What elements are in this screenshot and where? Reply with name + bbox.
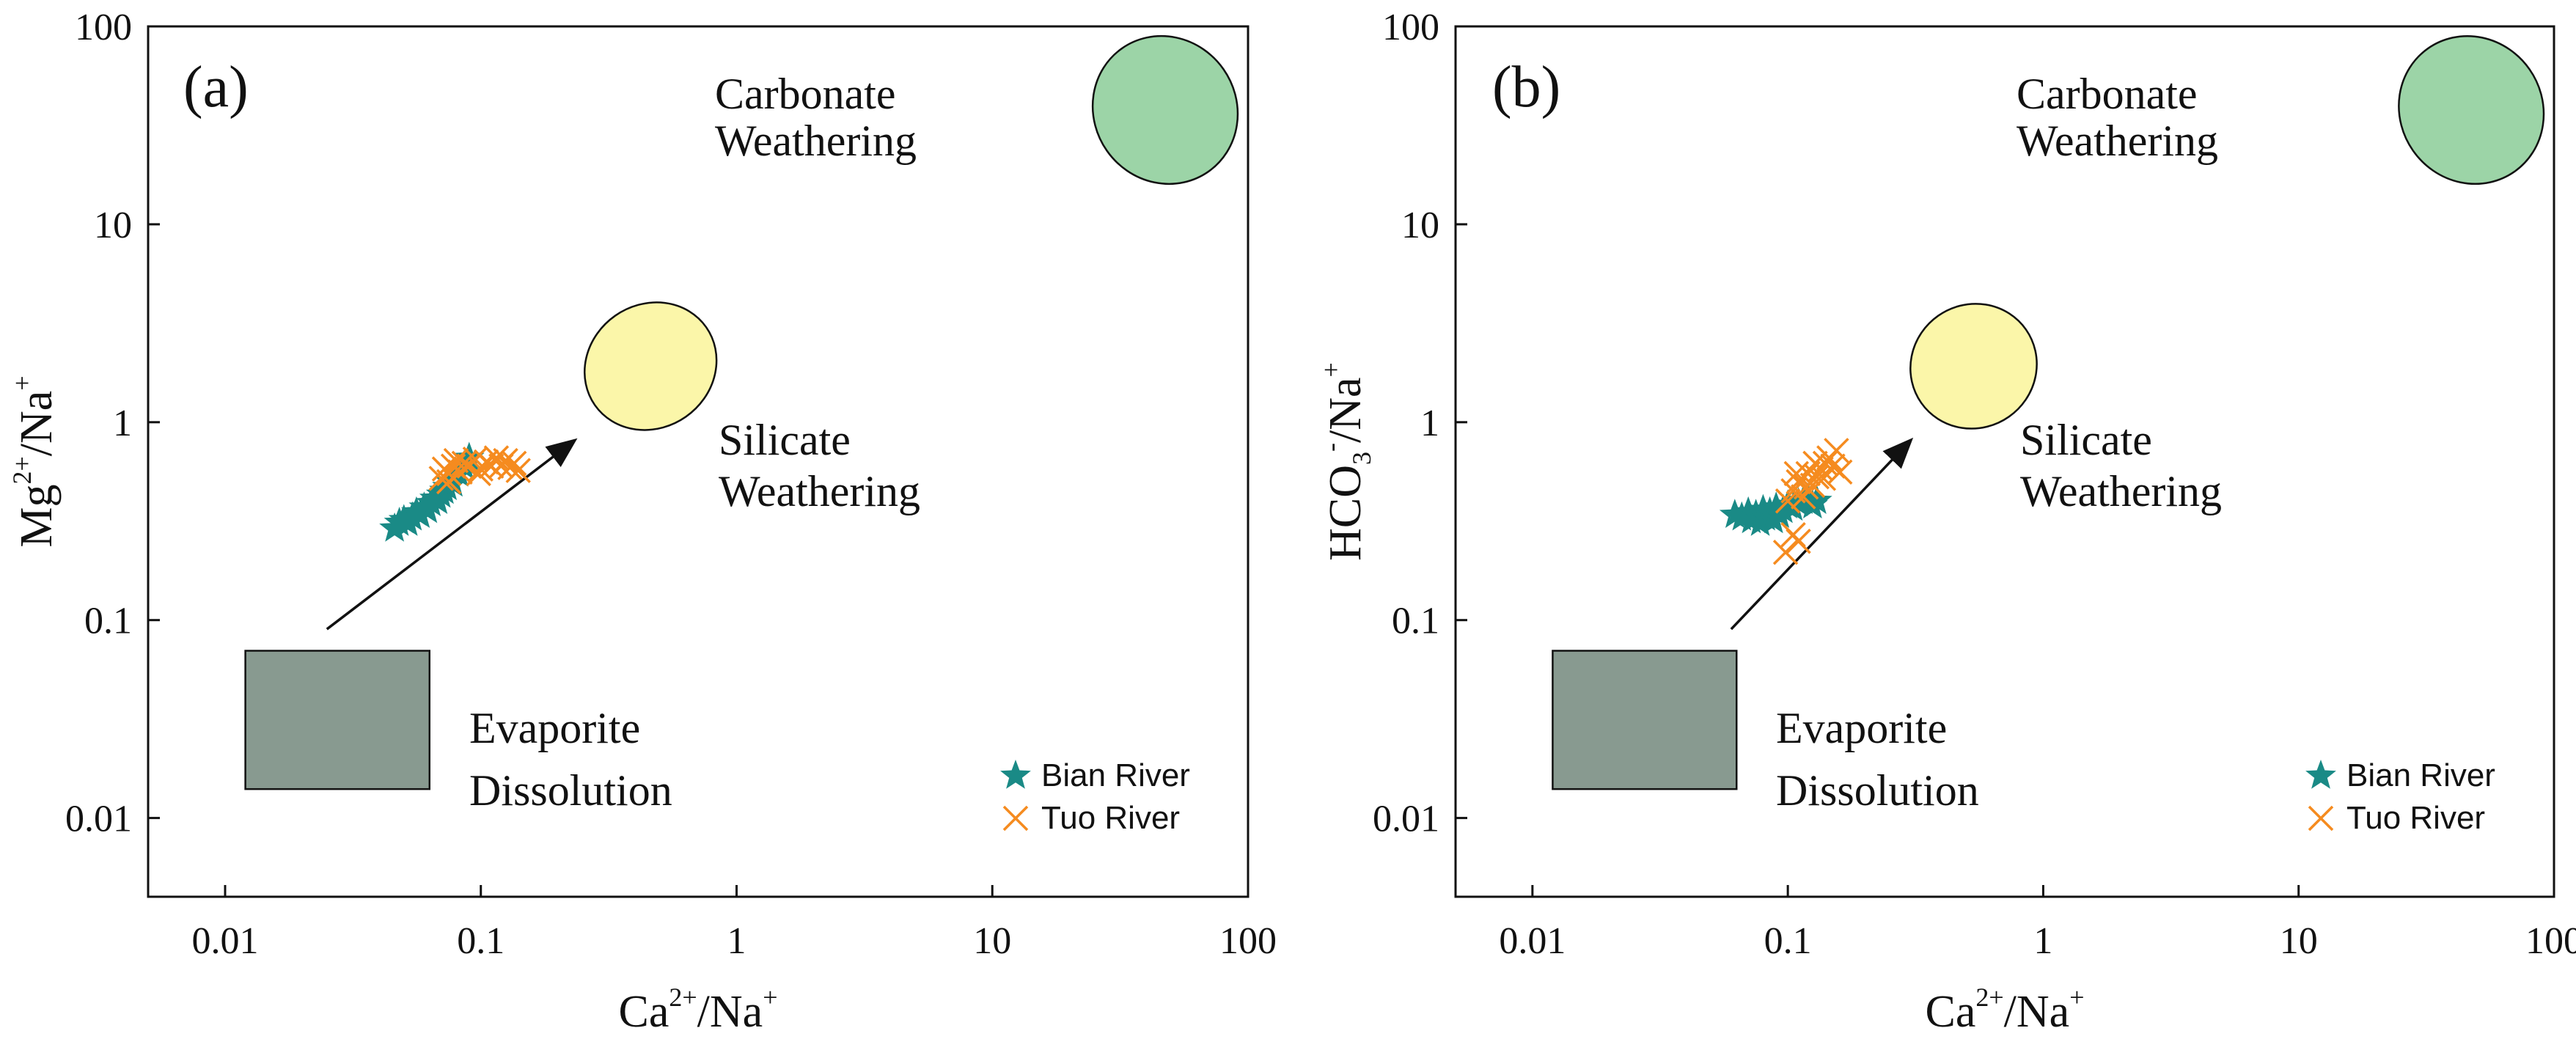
trend-arrow	[326, 438, 578, 631]
evaporite-dissolution-label-line-1: Evaporite	[469, 704, 640, 752]
plot-frame	[147, 25, 1250, 898]
legend: Bian River Tuo River	[1000, 757, 1190, 836]
y-tick-label: 0.1	[1392, 601, 1439, 642]
x-tick-label: 100	[2525, 920, 2576, 962]
x-tick-label: 0.1	[457, 920, 504, 962]
silicate-weathering-label-line-1: Silicate	[2020, 416, 2152, 464]
trend-arrow	[1730, 437, 1914, 631]
carbonate-weathering-region	[2398, 34, 2545, 186]
legend-entry: Bian River	[1041, 757, 1190, 793]
x-tick-label: 10	[973, 920, 1011, 962]
carbonate-weathering-label-line-1: Carbonate	[715, 70, 896, 118]
legend-star-icon	[2305, 760, 2336, 789]
panel-a: CarbonateWeatheringSilicateWeatheringEva…	[7, 7, 1277, 1037]
tuo-river-series	[428, 445, 531, 495]
tuo-river-point	[1824, 438, 1849, 463]
tuo-river-point	[501, 450, 527, 477]
y-tick-label: 10	[94, 205, 132, 246]
x-tick-label: 0.1	[1764, 920, 1812, 962]
x-tick-label: 1	[727, 920, 746, 962]
carbonate-weathering-label-line-1: Carbonate	[2017, 70, 2198, 118]
y-tick-label: 1	[1420, 403, 1439, 444]
legend-entry: Bian River	[2346, 757, 2495, 793]
tuo-river-series	[1772, 438, 1853, 565]
evaporite-dissolution-region	[1552, 650, 1738, 790]
tuo-river-point	[493, 447, 518, 474]
tuo-river-point	[1810, 466, 1837, 491]
silicate-weathering-region	[584, 301, 718, 431]
y-tick-label: 10	[1401, 205, 1439, 246]
x-tick-label: 0.01	[1499, 920, 1566, 962]
silicate-weathering-label-line-2: Weathering	[719, 467, 920, 515]
plot-frame	[1454, 25, 2555, 898]
x-tick-label: 100	[1219, 920, 1277, 962]
legend-star-icon	[1000, 760, 1031, 789]
x-axis-label: Ca2+/Na+	[618, 983, 777, 1037]
bian-river-series	[379, 441, 485, 542]
x-tick-label: 1	[2033, 920, 2052, 962]
tuo-river-point	[1827, 459, 1853, 485]
carbonate-weathering-label-line-2: Weathering	[715, 117, 917, 165]
tuo-river-point	[1802, 450, 1828, 477]
y-axis-label: Mg2+/Na+	[7, 375, 62, 547]
panel-label: (b)	[1492, 55, 1560, 120]
tuo-river-point	[1793, 474, 1819, 500]
carbonate-weathering-label-line-2: Weathering	[2017, 117, 2218, 165]
tuo-river-point	[436, 469, 462, 495]
x-tick-label: 10	[2280, 920, 2318, 962]
tuo-river-point	[505, 458, 531, 483]
tuo-river-point	[1791, 484, 1816, 510]
y-tick-label: 0.01	[65, 798, 132, 840]
legend-x-icon	[1002, 805, 1029, 831]
evaporite-dissolution-label-line-1: Evaporite	[1776, 704, 1947, 752]
bian-river-point	[453, 441, 485, 471]
tuo-river-point	[1799, 472, 1826, 499]
evaporite-dissolution-label-line-2: Dissolution	[469, 766, 672, 815]
panel-b: CarbonateWeatheringSilicateWeatheringEva…	[1316, 7, 2576, 1037]
legend-entry: Tuo River	[2346, 800, 2485, 836]
legend-entry: Tuo River	[1041, 800, 1180, 836]
tuo-river-point	[1772, 540, 1799, 565]
y-axis-label: HCO3-/Na+	[1316, 362, 1376, 561]
x-tick-label: 0.01	[191, 920, 258, 962]
silicate-weathering-label-line-2: Weathering	[2020, 467, 2222, 515]
legend: Bian River Tuo River	[2305, 757, 2495, 836]
y-tick-label: 100	[75, 7, 132, 48]
tuo-river-point	[1783, 460, 1810, 487]
evaporite-dissolution-region	[244, 650, 431, 790]
y-tick-label: 0.1	[84, 601, 132, 642]
carbonate-weathering-region	[1091, 34, 1239, 186]
y-tick-label: 100	[1382, 7, 1439, 48]
legend-x-icon	[2308, 805, 2334, 831]
panel-label: (a)	[183, 55, 249, 120]
tuo-river-point	[1786, 529, 1811, 554]
silicate-weathering-region	[1909, 303, 2038, 430]
y-tick-label: 0.01	[1373, 798, 1439, 840]
x-axis-label: Ca2+/Na+	[1925, 983, 2084, 1037]
tuo-river-point	[466, 460, 491, 487]
evaporite-dissolution-label-line-2: Dissolution	[1776, 766, 1979, 815]
tuo-river-point	[436, 460, 462, 487]
y-tick-label: 1	[113, 403, 132, 444]
tuo-river-point	[483, 445, 510, 471]
silicate-weathering-label-line-1: Silicate	[719, 416, 851, 464]
